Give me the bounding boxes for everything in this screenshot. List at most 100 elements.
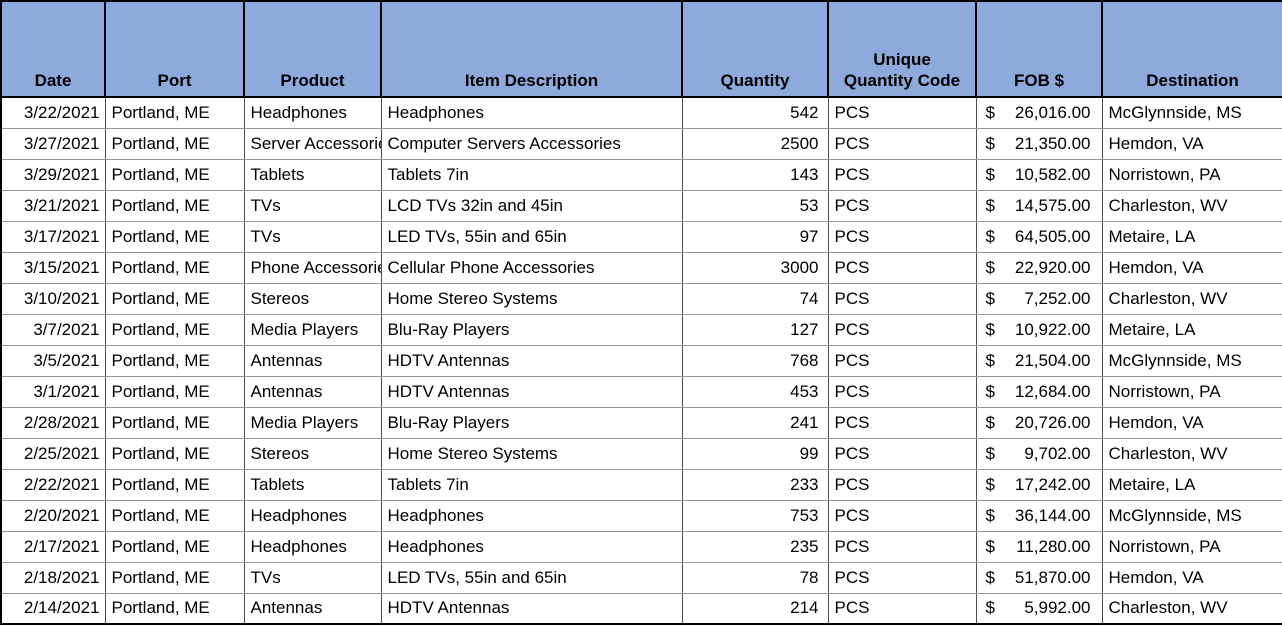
cell-date[interactable]: 3/17/2021 — [0, 220, 106, 253]
cell-port[interactable]: Portland, ME — [104, 468, 245, 501]
cell-destination[interactable]: Charleston, WV — [1101, 189, 1282, 222]
cell-quantity[interactable]: 74 — [681, 282, 829, 315]
cell-date[interactable]: 3/10/2021 — [0, 282, 106, 315]
cell-item-description[interactable]: Home Stereo Systems — [380, 282, 683, 315]
cell-unique-quantity-code[interactable]: PCS — [827, 282, 977, 315]
cell-fob[interactable]: $ 20,726.00 — [975, 406, 1103, 439]
cell-date[interactable]: 2/17/2021 — [0, 530, 106, 563]
cell-quantity[interactable]: 3000 — [681, 251, 829, 284]
column-header-unique-quantity-code[interactable]: Unique Quantity Code — [827, 0, 977, 98]
column-header-destination[interactable]: Destination — [1101, 0, 1282, 98]
cell-product[interactable]: Headphones — [243, 530, 382, 563]
cell-product[interactable]: Antennas — [243, 375, 382, 408]
cell-date[interactable]: 3/5/2021 — [0, 344, 106, 377]
cell-product[interactable]: Tablets — [243, 158, 382, 191]
cell-product[interactable]: TVs — [243, 189, 382, 222]
cell-date[interactable]: 3/27/2021 — [0, 127, 106, 160]
cell-item-description[interactable]: Headphones — [380, 530, 683, 563]
cell-unique-quantity-code[interactable]: PCS — [827, 158, 977, 191]
cell-fob[interactable]: $ 51,870.00 — [975, 561, 1103, 594]
cell-item-description[interactable]: Blu-Ray Players — [380, 406, 683, 439]
cell-unique-quantity-code[interactable]: PCS — [827, 375, 977, 408]
cell-port[interactable]: Portland, ME — [104, 282, 245, 315]
cell-fob[interactable]: $ 11,280.00 — [975, 530, 1103, 563]
cell-product[interactable]: Server Accessories — [243, 127, 382, 160]
cell-product[interactable]: Antennas — [243, 344, 382, 377]
cell-product[interactable]: Media Players — [243, 406, 382, 439]
cell-product[interactable]: Tablets — [243, 468, 382, 501]
cell-product[interactable]: TVs — [243, 561, 382, 594]
cell-date[interactable]: 3/29/2021 — [0, 158, 106, 191]
cell-port[interactable]: Portland, ME — [104, 499, 245, 532]
column-header-fob[interactable]: FOB $ — [975, 0, 1103, 98]
cell-quantity[interactable]: 2500 — [681, 127, 829, 160]
cell-quantity[interactable]: 542 — [681, 96, 829, 129]
cell-unique-quantity-code[interactable]: PCS — [827, 127, 977, 160]
cell-product[interactable]: Headphones — [243, 96, 382, 129]
cell-fob[interactable]: $ 21,504.00 — [975, 344, 1103, 377]
cell-item-description[interactable]: Tablets 7in — [380, 468, 683, 501]
cell-date[interactable]: 3/1/2021 — [0, 375, 106, 408]
cell-port[interactable]: Portland, ME — [104, 189, 245, 222]
cell-quantity[interactable]: 99 — [681, 437, 829, 470]
cell-product[interactable]: Headphones — [243, 499, 382, 532]
cell-port[interactable]: Portland, ME — [104, 592, 245, 625]
cell-unique-quantity-code[interactable]: PCS — [827, 96, 977, 129]
cell-quantity[interactable]: 241 — [681, 406, 829, 439]
cell-fob[interactable]: $ 10,582.00 — [975, 158, 1103, 191]
cell-quantity[interactable]: 753 — [681, 499, 829, 532]
cell-item-description[interactable]: Home Stereo Systems — [380, 437, 683, 470]
cell-fob[interactable]: $ 5,992.00 — [975, 592, 1103, 625]
cell-destination[interactable]: Metaire, LA — [1101, 313, 1282, 346]
cell-port[interactable]: Portland, ME — [104, 313, 245, 346]
cell-unique-quantity-code[interactable]: PCS — [827, 437, 977, 470]
cell-port[interactable]: Portland, ME — [104, 406, 245, 439]
cell-unique-quantity-code[interactable]: PCS — [827, 561, 977, 594]
cell-date[interactable]: 3/15/2021 — [0, 251, 106, 284]
cell-port[interactable]: Portland, ME — [104, 127, 245, 160]
cell-destination[interactable]: Norristown, PA — [1101, 158, 1282, 191]
cell-product[interactable]: Antennas — [243, 592, 382, 625]
cell-item-description[interactable]: HDTV Antennas — [380, 592, 683, 625]
cell-port[interactable]: Portland, ME — [104, 220, 245, 253]
cell-unique-quantity-code[interactable]: PCS — [827, 344, 977, 377]
cell-port[interactable]: Portland, ME — [104, 375, 245, 408]
cell-item-description[interactable]: LCD TVs 32in and 45in — [380, 189, 683, 222]
cell-fob[interactable]: $ 10,922.00 — [975, 313, 1103, 346]
cell-port[interactable]: Portland, ME — [104, 561, 245, 594]
column-header-item-description[interactable]: Item Description — [380, 0, 683, 98]
cell-fob[interactable]: $ 64,505.00 — [975, 220, 1103, 253]
cell-item-description[interactable]: Tablets 7in — [380, 158, 683, 191]
cell-destination[interactable]: Charleston, WV — [1101, 592, 1282, 625]
cell-destination[interactable]: Hemdon, VA — [1101, 406, 1282, 439]
cell-quantity[interactable]: 233 — [681, 468, 829, 501]
cell-quantity[interactable]: 127 — [681, 313, 829, 346]
cell-destination[interactable]: Charleston, WV — [1101, 282, 1282, 315]
cell-date[interactable]: 3/22/2021 — [0, 96, 106, 129]
cell-item-description[interactable]: LED TVs, 55in and 65in — [380, 561, 683, 594]
cell-quantity[interactable]: 143 — [681, 158, 829, 191]
cell-destination[interactable]: McGlynnside, MS — [1101, 96, 1282, 129]
cell-unique-quantity-code[interactable]: PCS — [827, 406, 977, 439]
column-header-product[interactable]: Product — [243, 0, 382, 98]
cell-port[interactable]: Portland, ME — [104, 530, 245, 563]
cell-destination[interactable]: Hemdon, VA — [1101, 251, 1282, 284]
cell-destination[interactable]: McGlynnside, MS — [1101, 499, 1282, 532]
cell-fob[interactable]: $ 26,016.00 — [975, 96, 1103, 129]
cell-quantity[interactable]: 453 — [681, 375, 829, 408]
cell-unique-quantity-code[interactable]: PCS — [827, 220, 977, 253]
cell-fob[interactable]: $ 9,702.00 — [975, 437, 1103, 470]
column-header-date[interactable]: Date — [0, 0, 106, 98]
column-header-port[interactable]: Port — [104, 0, 245, 98]
cell-fob[interactable]: $ 36,144.00 — [975, 499, 1103, 532]
cell-unique-quantity-code[interactable]: PCS — [827, 189, 977, 222]
cell-destination[interactable]: Hemdon, VA — [1101, 561, 1282, 594]
cell-port[interactable]: Portland, ME — [104, 251, 245, 284]
cell-port[interactable]: Portland, ME — [104, 344, 245, 377]
cell-fob[interactable]: $ 22,920.00 — [975, 251, 1103, 284]
cell-quantity[interactable]: 235 — [681, 530, 829, 563]
cell-quantity[interactable]: 53 — [681, 189, 829, 222]
cell-item-description[interactable]: HDTV Antennas — [380, 344, 683, 377]
cell-fob[interactable]: $ 14,575.00 — [975, 189, 1103, 222]
cell-date[interactable]: 3/7/2021 — [0, 313, 106, 346]
